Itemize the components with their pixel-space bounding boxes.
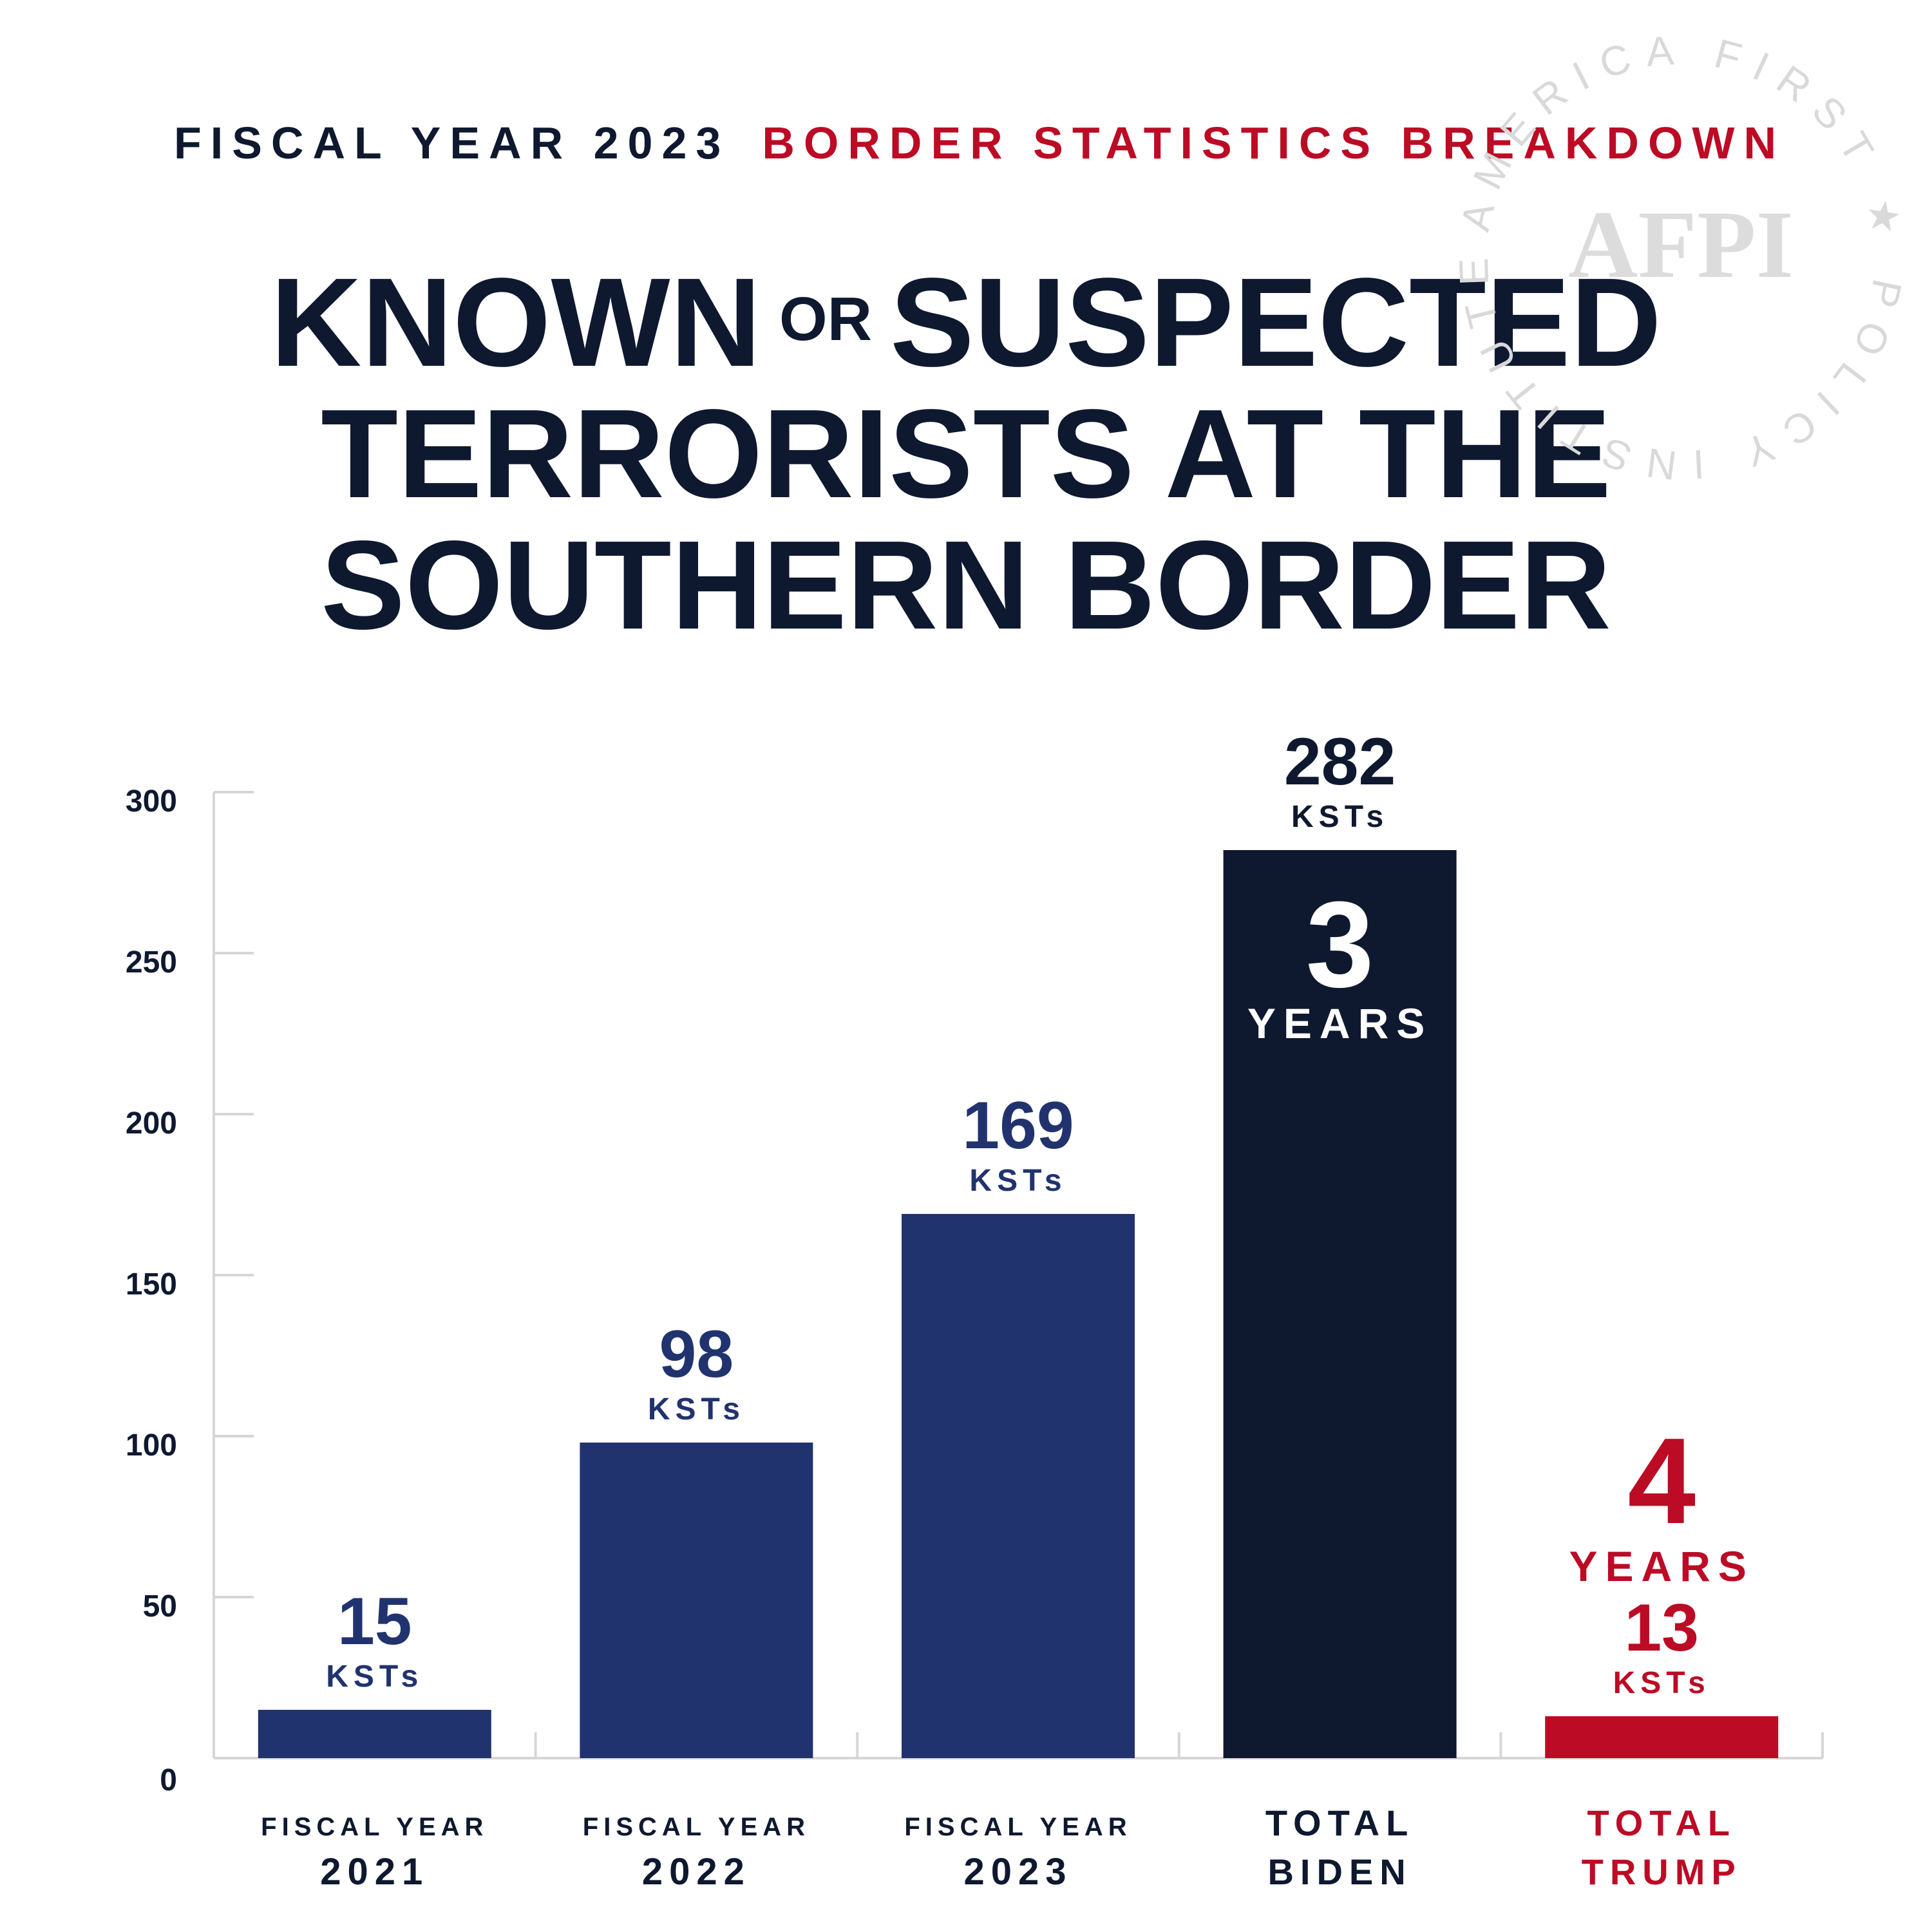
annotation-years-number: 4	[1627, 1413, 1696, 1549]
bar	[1223, 850, 1457, 1758]
bar	[258, 1710, 491, 1758]
data-label-unit: KSTs	[969, 1164, 1066, 1198]
subtitle-breakdown: BORDER STATISTICS BREAKDOWN	[762, 118, 1786, 168]
title-line-2: TERRORISTS AT THE	[321, 383, 1611, 524]
y-tick-label: 250	[126, 945, 177, 980]
data-label-value: 98	[659, 1317, 734, 1392]
y-tick-label: 100	[126, 1428, 177, 1463]
x-category-label-line2: 2022	[642, 1851, 751, 1893]
x-category-label-line1: FISCAL YEAR	[583, 1813, 810, 1841]
title-line-3: SOUTHERN BORDER	[321, 515, 1611, 656]
y-tick-label: 150	[126, 1267, 177, 1302]
data-label-unit: KSTs	[1291, 800, 1388, 834]
x-category-label-line2: BIDEN	[1267, 1852, 1412, 1892]
data-label-value: 15	[337, 1584, 412, 1659]
y-tick-label: 50	[143, 1589, 177, 1624]
chart-bars	[258, 850, 1779, 1758]
bar	[902, 1214, 1135, 1758]
bar	[580, 1443, 813, 1758]
y-tick-label: 300	[126, 784, 177, 819]
header-subtitle: FISCAL YEAR 2023 BORDER STATISTICS BREAKD…	[174, 117, 1785, 169]
x-category-label-line2: 2021	[320, 1851, 429, 1893]
data-label-unit: KSTs	[326, 1660, 423, 1694]
data-label-unit: KSTs	[648, 1392, 745, 1426]
seal-logo-text: AFPI	[1568, 191, 1794, 298]
y-tick-label: 0	[160, 1763, 177, 1797]
y-tick-label: 200	[126, 1106, 177, 1141]
data-label-value: 169	[962, 1088, 1074, 1163]
x-category-label-line1: TOTAL	[1265, 1803, 1414, 1843]
x-category-label-line1: FISCAL YEAR	[904, 1813, 1132, 1841]
title-or: OR	[779, 285, 873, 354]
annotation-years-text: YEARS	[1569, 1542, 1754, 1590]
annotation-years-text: YEARS	[1247, 999, 1432, 1047]
title-suspected: SUSPECTED	[890, 252, 1662, 393]
afpi-seal-watermark: AMERICA FIRST ★ POLICY INSTITUTE AFPI	[1450, 26, 1899, 489]
data-label-value: 13	[1624, 1591, 1699, 1665]
x-category-label-line1: FISCAL YEAR	[261, 1813, 488, 1841]
annotation-years-number: 3	[1306, 876, 1374, 1013]
data-label-value: 282	[1284, 724, 1396, 799]
x-category-label-line1: TOTAL	[1587, 1803, 1736, 1843]
x-category-label-line2: 2023	[963, 1851, 1072, 1893]
title-known: KNOWN	[270, 252, 762, 393]
subtitle-fiscal-year: FISCAL YEAR 2023	[174, 118, 730, 168]
data-label-unit: KSTs	[1613, 1666, 1710, 1700]
title-line-1: KNOWN OR SUSPECTED	[0, 255, 1932, 400]
x-category-label-line2: TRUMP	[1582, 1852, 1742, 1892]
bar	[1545, 1716, 1779, 1758]
